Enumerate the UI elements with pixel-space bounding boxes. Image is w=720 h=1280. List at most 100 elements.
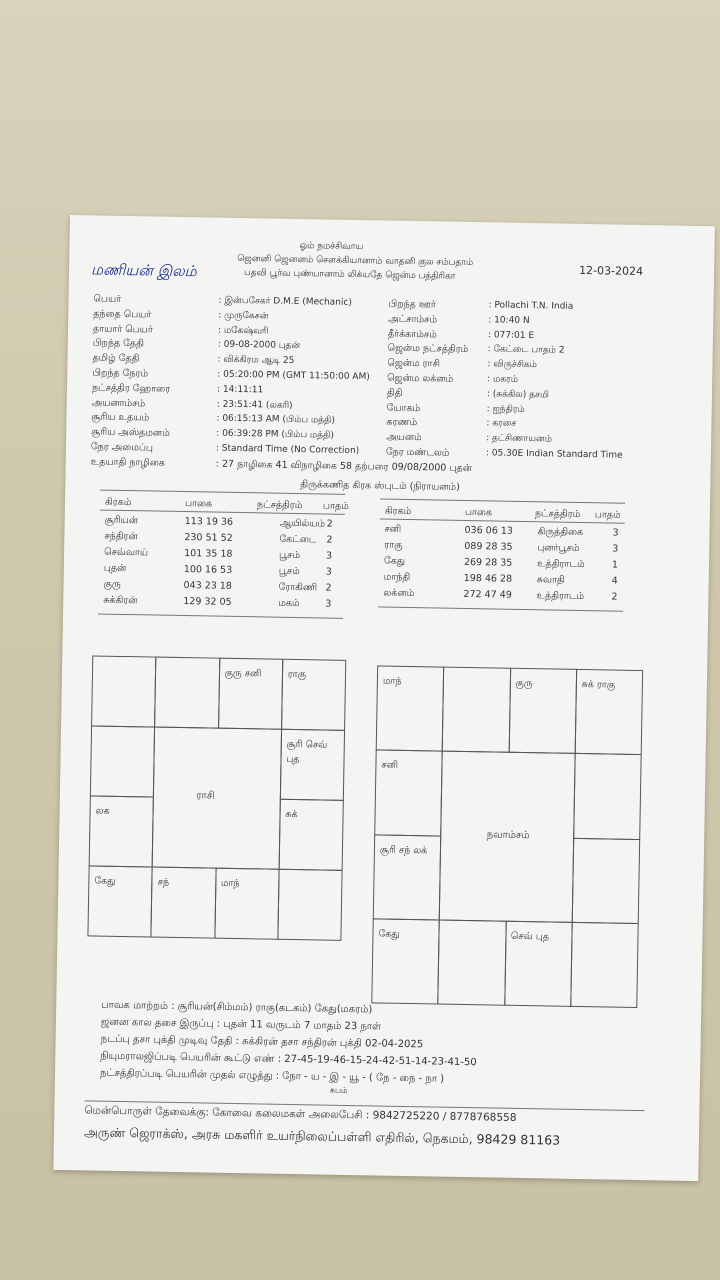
planet-name: ராகு	[384, 539, 403, 551]
detail-label: அயனம்	[386, 431, 422, 444]
shop-address: அருண் ஜெராக்ஸ், அரசு மகளிர் உயர்நிலைப்பள…	[83, 1124, 561, 1148]
chart-title: ராசி	[196, 790, 215, 802]
house-planets: சுக் ராகு	[581, 679, 616, 691]
planet-name: சந்திரன்	[104, 530, 138, 543]
planet-name: மாந்தி	[383, 571, 411, 583]
table-cell: 3	[612, 543, 619, 555]
detail-label: அட்சாம்சம்	[388, 313, 438, 326]
table-cell: புனர்பூசம்	[537, 542, 580, 554]
table-cell: 3	[325, 598, 332, 610]
table-cell: கேட்டை	[279, 533, 317, 546]
house-planets: செவ் புத	[510, 930, 550, 943]
detail-value: : 05:20:00 PM (GMT 11:50:00 AM)	[217, 369, 370, 383]
detail-label: திதி	[386, 387, 403, 399]
table-cell: பூசம்	[278, 565, 300, 578]
table-cell: 3	[325, 550, 333, 562]
table-cell: 101 35 18	[184, 548, 233, 560]
planet-name: சனி	[384, 523, 402, 535]
detail-label: அயனாம்சம்	[91, 397, 146, 409]
detail-label: ஜென்ம நட்சத்திரம்	[387, 342, 469, 356]
detail-label: தீர்க்காம்சம்	[387, 328, 437, 341]
detail-label: தமிழ் தேதி	[92, 352, 140, 365]
house-planets: மாந்	[220, 877, 240, 890]
footer-line: பாவக மாற்றம் : சூரியன்(சிம்மம்) ராகு(கடக…	[101, 999, 373, 1016]
header-line: ஜெனனி ஜெனனம் செளக்கியானாம் வாதனி குல சம்…	[237, 253, 474, 269]
table-cell: 1	[611, 559, 619, 571]
detail-value: : Pollachi T.N. India	[488, 300, 574, 312]
planet-name: குரு	[103, 578, 121, 590]
table-cell: 2	[326, 518, 333, 530]
detail-label: ஜென்ம ராசி	[387, 357, 441, 370]
table-cell: 113 19 36	[184, 516, 234, 528]
rule	[100, 489, 346, 495]
detail-value: : ஐந்திரம்	[486, 403, 525, 415]
rule	[99, 509, 345, 515]
detail-value: : Standard Time (No Correction)	[215, 443, 360, 457]
detail-value: : கேட்டை பாதம் 2	[487, 344, 565, 357]
house-cell	[570, 921, 639, 1009]
detail-value: : 09-08-2000 புதன்	[217, 339, 301, 352]
detail-value: : மகேஷ்வரி	[217, 325, 269, 337]
rule	[378, 606, 624, 612]
table-cell: மகம்	[278, 597, 300, 610]
detail-value: : 077:01 E	[487, 329, 535, 341]
table-cell: சுவாதி	[536, 574, 565, 586]
planet-name: கேது	[383, 555, 406, 567]
table-cell: 230 51 52	[184, 532, 233, 544]
detail-label: பிறந்த தேதி	[92, 337, 145, 350]
detail-label: தாயார் பெயர்	[92, 323, 153, 336]
detail-label: உதயாதி நாழிகை	[90, 456, 165, 469]
detail-value: : 05.30E Indian Standard Time	[485, 448, 623, 461]
detail-value: : 23:51:41 (லகரி)	[216, 399, 293, 411]
table-cell: 3	[612, 527, 619, 539]
software-credit: மென்பொருள் தேவைக்கு: கோவை கலைமகள் அலைபேச…	[84, 1104, 517, 1124]
chart-title: நவாம்சம்	[486, 828, 530, 841]
detail-value: : மகரம்	[487, 374, 519, 385]
table-header: பாகை	[184, 498, 213, 510]
footer-line: நடப்பு தசா புக்தி முடிவு தேதி : சுக்கிரன…	[100, 1033, 424, 1051]
table-cell: 198 46 28	[463, 572, 513, 585]
table-cell: ஆயில்யம்	[279, 517, 326, 530]
table-cell: ரோகிணி	[278, 581, 318, 594]
rule	[98, 613, 344, 619]
handwritten-note: மணியன் இலம்	[90, 260, 197, 281]
table-header: நட்சத்திரம்	[256, 499, 303, 512]
detail-value: : கரசை	[486, 418, 517, 430]
table-header: பாகை	[464, 506, 493, 519]
table-cell: 100 16 53	[183, 564, 233, 576]
planet-name: லக்னம்	[383, 587, 415, 600]
detail-value: : இன்பசேகர் D.M.E (Mechanic)	[218, 295, 352, 308]
footer-line: நியுமராலஜிப்படி பெயரின் கூட்டு எண் : 27-…	[100, 1050, 477, 1069]
detail-label: சூரிய அஸ்தமனம்	[91, 426, 170, 439]
planet-name: புதன்	[103, 562, 127, 575]
table-cell: 129 32 05	[183, 596, 232, 608]
house-cell	[571, 837, 641, 924]
house-planets: குரு	[515, 677, 533, 690]
table-header: பாதம்	[594, 509, 621, 521]
footer-line: நட்சத்திரப்படி பெயரின் முதல் எழுத்து : ந…	[99, 1067, 445, 1085]
table-header: கிரகம்	[104, 496, 132, 509]
rule	[380, 498, 626, 504]
detail-value: : விக்கிரம ஆடி 25	[217, 354, 295, 367]
house-planets: சூரி சந் லக்	[379, 844, 428, 856]
table-cell: 2	[611, 591, 618, 603]
house-cell	[437, 919, 507, 1006]
detail-label: ஜென்ம லக்னம்	[387, 372, 454, 385]
date: 12-03-2024	[578, 263, 644, 279]
detail-label: பெயர்	[93, 293, 122, 305]
table-cell: உத்திராடம்	[536, 558, 585, 571]
table-cell: உத்திராடம்	[536, 590, 585, 603]
house-planets: கேது	[94, 875, 116, 887]
header-line: பதவி பூர்வ புண்யானாம் லிக்யதே ஜென்ம பத்த…	[243, 268, 456, 282]
invocation: ஓம் நமச்சிவாய	[299, 241, 364, 253]
detail-label: நேர அமைப்பு	[90, 441, 154, 454]
house-cell	[277, 868, 343, 941]
detail-label: யோகம்	[386, 402, 421, 414]
table-cell: பூசம்	[278, 549, 301, 562]
table-cell: 043 23 18	[183, 580, 232, 592]
detail-value: : 06:39:28 PM (பிம்ப மத்தி)	[216, 428, 335, 441]
table-cell: 089 28 35	[464, 540, 513, 553]
table-header: நட்சத்திரம்	[534, 508, 581, 520]
planet-name: செவ்வாய்	[104, 546, 149, 559]
